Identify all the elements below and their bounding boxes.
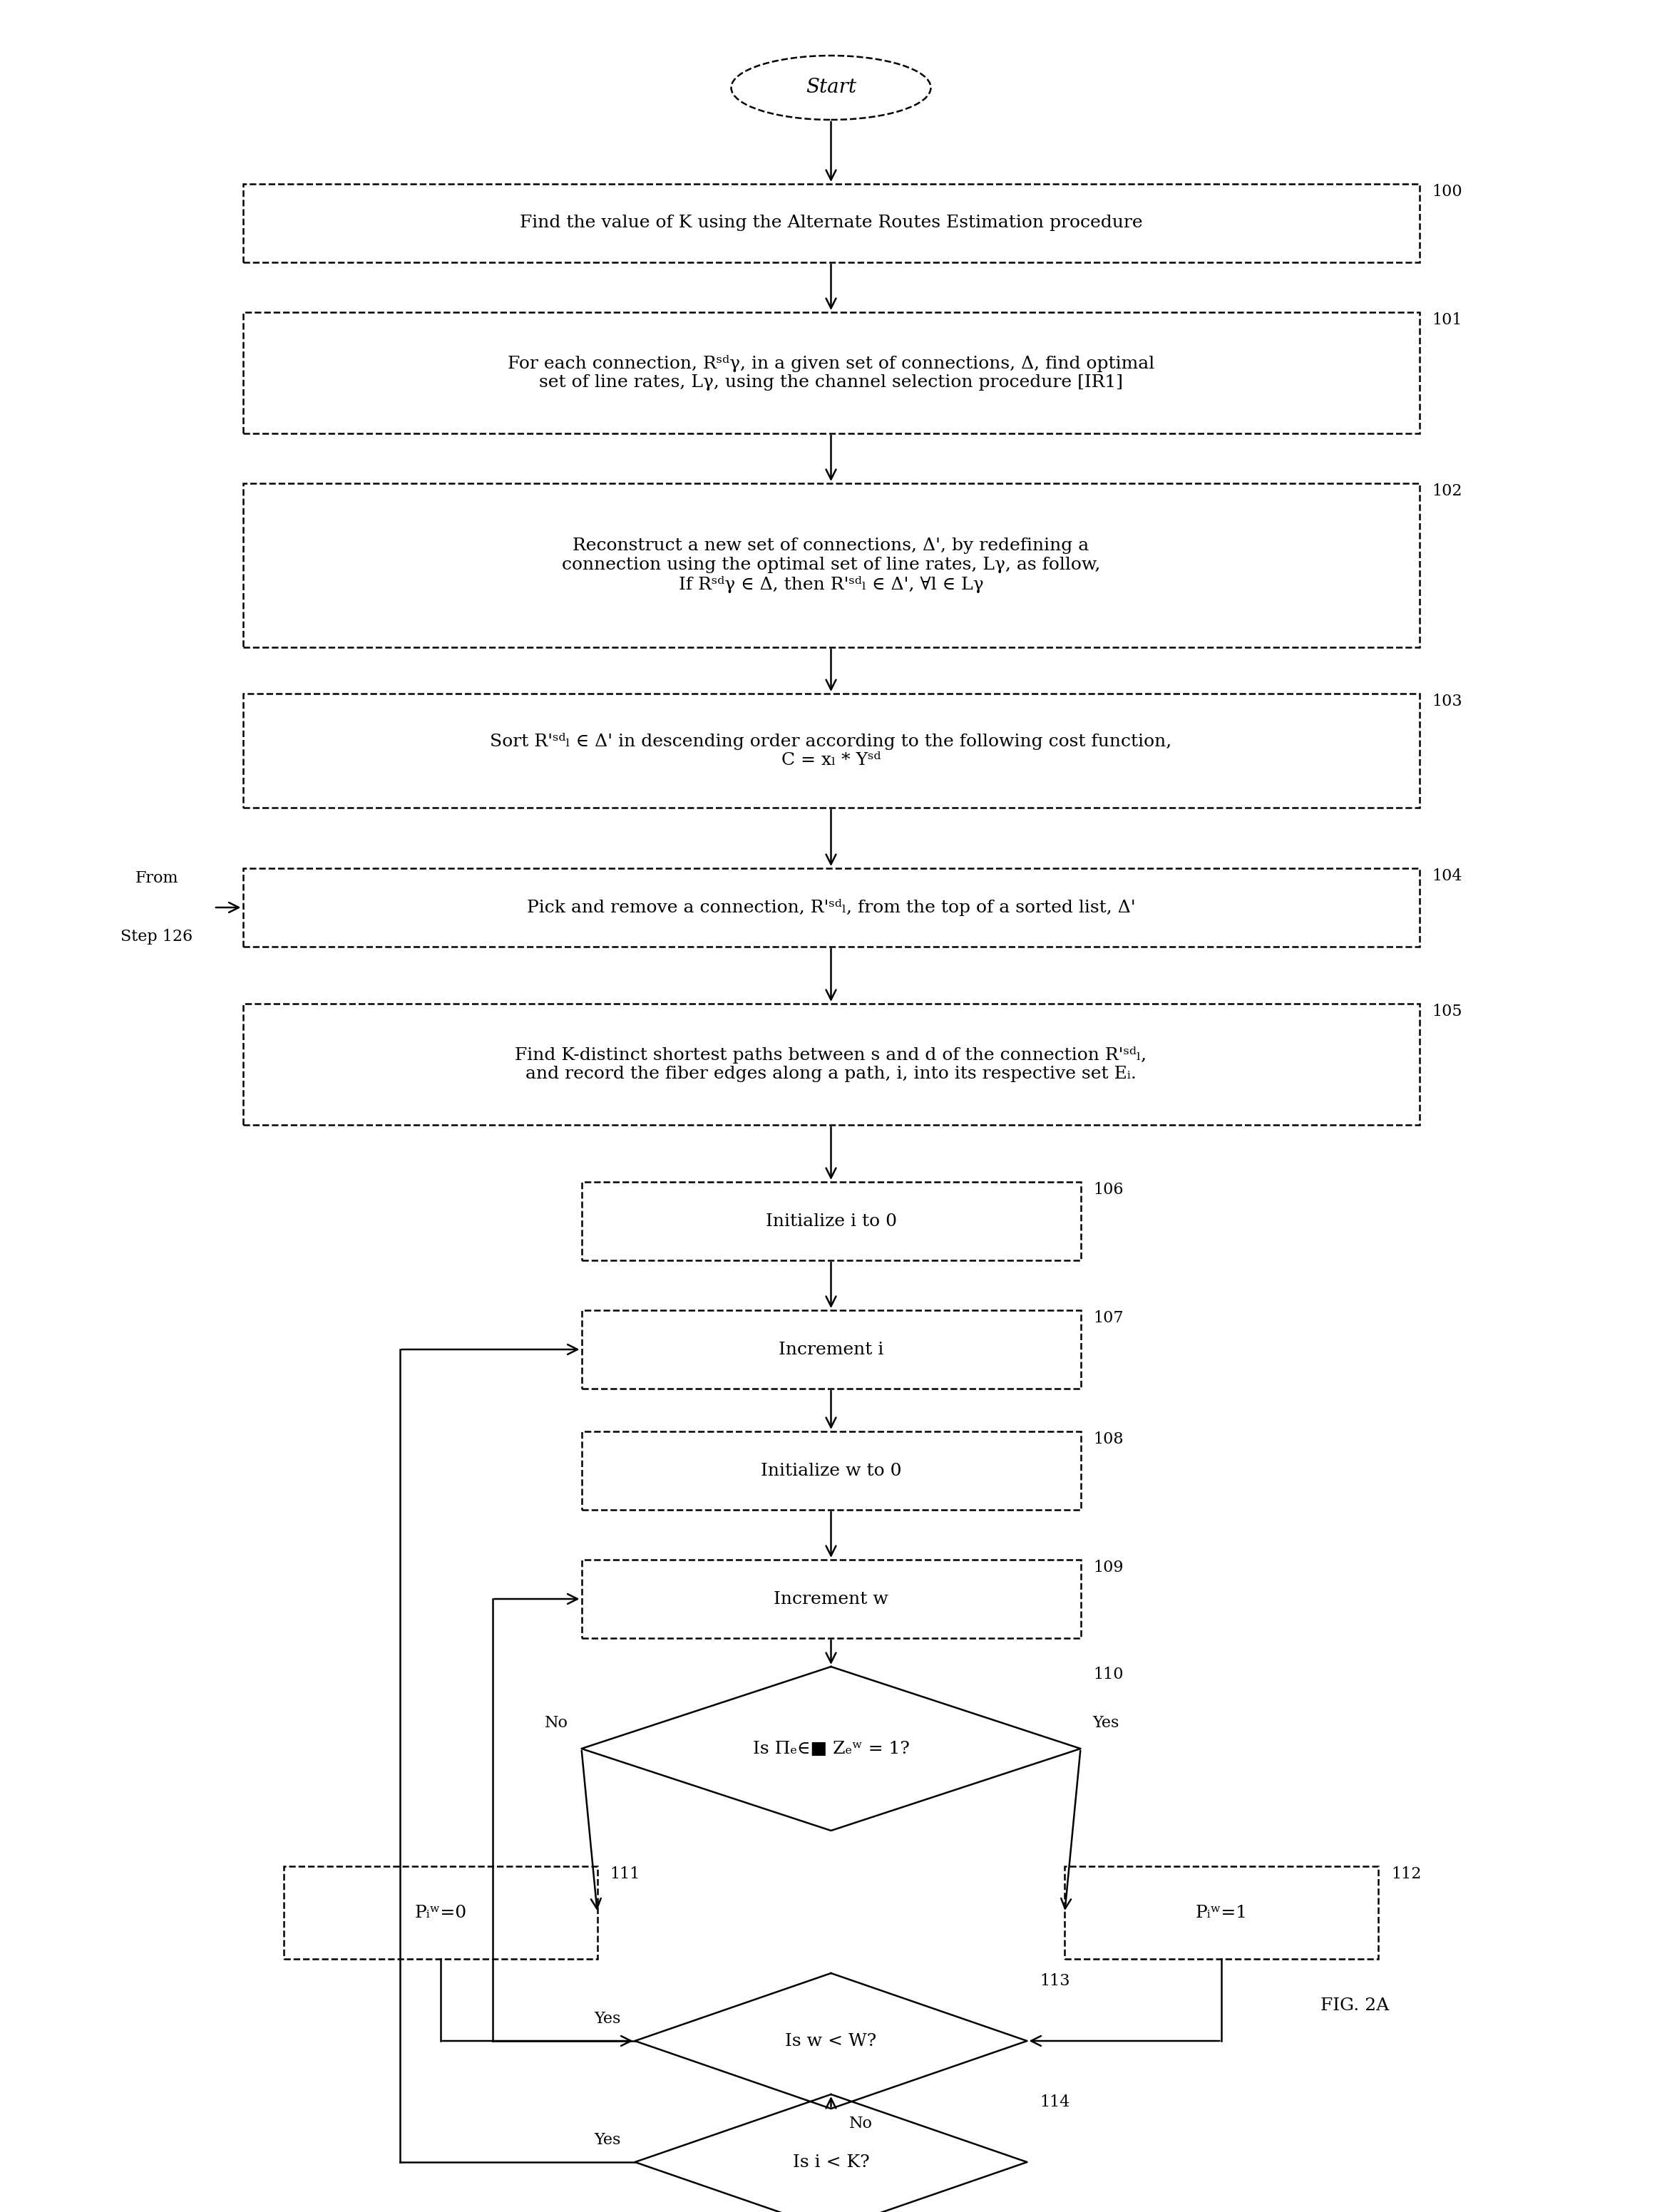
Text: No: No [545, 1714, 568, 1730]
Text: Pᵢʷ=1: Pᵢʷ=1 [1195, 1905, 1248, 1920]
Text: 112: 112 [1391, 1867, 1421, 1882]
FancyBboxPatch shape [243, 1004, 1419, 1126]
Text: Yes: Yes [1092, 1714, 1119, 1730]
Text: 100: 100 [1433, 184, 1463, 199]
Text: 101: 101 [1433, 312, 1463, 327]
Text: 110: 110 [1094, 1666, 1124, 1683]
Text: 102: 102 [1433, 482, 1463, 500]
Text: Sort R'ˢᵈₗ ∈ Δ' in descending order according to the following cost function,
C : Sort R'ˢᵈₗ ∈ Δ' in descending order acco… [490, 732, 1172, 770]
Text: No: No [849, 2115, 873, 2132]
FancyBboxPatch shape [1065, 1867, 1378, 1960]
Text: Find K-distinct shortest paths between s and d of the connection R'ˢᵈₗ,
and reco: Find K-distinct shortest paths between s… [515, 1046, 1147, 1082]
Text: 111: 111 [610, 1867, 640, 1882]
FancyBboxPatch shape [582, 1310, 1080, 1389]
Text: 107: 107 [1094, 1310, 1124, 1325]
Text: FIG. 2A: FIG. 2A [1320, 1997, 1389, 2013]
Text: From: From [135, 869, 178, 887]
Text: Increment w: Increment w [773, 1590, 889, 1608]
Text: 105: 105 [1433, 1004, 1463, 1020]
Text: 106: 106 [1094, 1181, 1124, 1197]
Text: Increment i: Increment i [778, 1340, 884, 1358]
Text: Is i < K?: Is i < K? [793, 2154, 869, 2170]
FancyBboxPatch shape [284, 1867, 597, 1960]
Polygon shape [582, 1666, 1080, 1832]
Text: 108: 108 [1094, 1431, 1124, 1447]
Text: Find the value of K using the Alternate Routes Estimation procedure: Find the value of K using the Alternate … [520, 215, 1142, 232]
FancyBboxPatch shape [582, 1181, 1080, 1261]
Text: Reconstruct a new set of connections, Δ', by redefining a
connection using the o: Reconstruct a new set of connections, Δ'… [562, 538, 1100, 593]
Text: 114: 114 [1040, 2095, 1070, 2110]
FancyBboxPatch shape [243, 695, 1419, 807]
Text: Start: Start [806, 77, 856, 97]
Text: For each connection, Rˢᵈγ, in a given set of connections, Δ, find optimal
set of: For each connection, Rˢᵈγ, in a given se… [507, 354, 1155, 392]
Polygon shape [635, 2095, 1027, 2212]
FancyBboxPatch shape [243, 482, 1419, 648]
Text: Initialize i to 0: Initialize i to 0 [766, 1212, 896, 1230]
FancyBboxPatch shape [243, 869, 1419, 947]
Text: Initialize w to 0: Initialize w to 0 [761, 1462, 901, 1480]
Text: Is w < W?: Is w < W? [784, 2033, 878, 2048]
FancyBboxPatch shape [243, 184, 1419, 263]
Text: 109: 109 [1094, 1559, 1124, 1575]
Text: 103: 103 [1433, 695, 1463, 710]
Text: 113: 113 [1040, 1973, 1070, 1989]
FancyBboxPatch shape [582, 1559, 1080, 1639]
FancyBboxPatch shape [243, 312, 1419, 434]
Text: Step 126: Step 126 [121, 929, 193, 945]
Text: Yes: Yes [593, 2011, 620, 2026]
FancyBboxPatch shape [582, 1431, 1080, 1511]
Text: Yes: Yes [593, 2132, 620, 2148]
Polygon shape [635, 1973, 1027, 2108]
Text: 104: 104 [1433, 869, 1463, 885]
Text: Pick and remove a connection, R'ˢᵈₗ, from the top of a sorted list, Δ': Pick and remove a connection, R'ˢᵈₗ, fro… [527, 898, 1135, 916]
Text: Is Πₑ∈■ Zₑʷ = 1?: Is Πₑ∈■ Zₑʷ = 1? [753, 1741, 909, 1756]
Text: Pᵢʷ=0: Pᵢʷ=0 [414, 1905, 467, 1920]
Ellipse shape [731, 55, 931, 119]
